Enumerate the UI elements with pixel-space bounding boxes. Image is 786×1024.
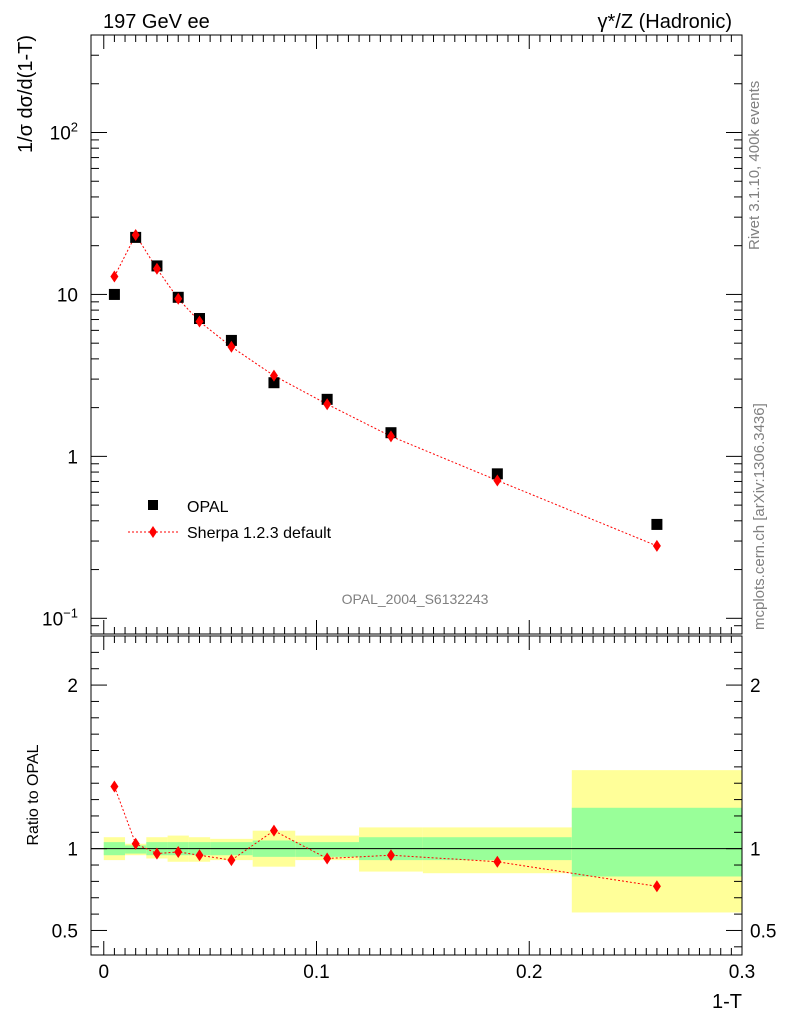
ratio-mc-line	[113, 786, 657, 887]
ratio-y-tick-label-right-0: 0.5	[750, 921, 776, 942]
ratio-y-tick-label-right-1: 1	[750, 840, 761, 861]
ratio-mc-point-1	[131, 837, 140, 850]
ratio-mc-point-0	[110, 780, 119, 793]
ratio-mc-point-10	[652, 880, 661, 893]
main-mc-point-5	[227, 340, 236, 353]
main-mc-line	[113, 233, 658, 547]
legend-entry-data: OPAL	[187, 499, 229, 516]
legend-mc-marker	[149, 526, 157, 538]
main-mc-point-1	[131, 228, 140, 241]
ratio-ylabel: Ratio to OPAL	[25, 744, 42, 845]
x-tick-label-0: 0	[98, 962, 109, 983]
main-mc-point-2	[152, 262, 161, 275]
header-left: 197 GeV ee	[103, 11, 210, 33]
ratio-y-tick-label-right-2: 2	[750, 676, 761, 697]
x-tick-label-2: 0.2	[516, 962, 542, 983]
ratio-mc-point-4	[195, 849, 204, 862]
main-mc-point-10	[652, 539, 661, 552]
mcplots-label: mcplots.cern.ch [arXiv:1306.3436]	[751, 403, 768, 630]
main-data-point-6	[268, 377, 280, 389]
main-panel-frame	[90, 34, 743, 635]
ratio-mc-point-7	[323, 852, 332, 865]
ratio-inner-band-7	[295, 842, 360, 857]
main-mc-point-9	[493, 474, 502, 487]
ratio-panel	[110, 780, 661, 893]
ratio-mc-point-5	[227, 854, 236, 867]
main-data-point-5	[225, 334, 237, 346]
ratio-mc-point-8	[386, 849, 395, 862]
header-right: γ*/Z (Hadronic)	[598, 11, 732, 33]
main-panel	[108, 228, 663, 552]
legend-data-marker	[148, 500, 158, 510]
legend: OPAL Sherpa 1.2.3 default	[128, 499, 332, 542]
axes: 0 0.1 0.2 0.3 10−1 1 10 102 0.5 0.5 1 1 2 2	[42, 34, 776, 983]
ratio-mc-point-9	[493, 855, 502, 868]
main-mc-point-3	[174, 292, 183, 305]
main-mc-point-4	[195, 315, 204, 328]
main-y-tick-label-1: 1	[67, 447, 78, 468]
analysis-watermark: OPAL_2004_S6132243	[342, 591, 489, 607]
main-mc-point-0	[110, 270, 119, 283]
main-ylabel: 1/σ dσ/d(1-T)	[15, 35, 37, 153]
ratio-mc-point-6	[269, 824, 278, 837]
legend-entry-mc: Sherpa 1.2.3 default	[187, 525, 332, 542]
ratio-mc-point-2	[152, 847, 161, 860]
ratio-y-tick-label-left-0: 0.5	[52, 921, 78, 942]
ratio-inner-band-10	[571, 807, 742, 877]
main-data-point-0	[108, 288, 120, 300]
x-tick-label-3: 0.3	[729, 962, 755, 983]
ratio-mc-point-3	[174, 845, 183, 858]
ratio-panel-frame	[90, 635, 743, 956]
rivet-label: Rivet 3.1.10, 400k events	[746, 81, 763, 250]
main-mc-point-8	[386, 430, 395, 443]
main-data-point-10	[651, 518, 663, 530]
ratio-y-tick-label-left-2: 2	[67, 676, 78, 697]
x-tick-label-1: 0.1	[303, 962, 329, 983]
x-axis-label: 1-T	[712, 991, 742, 1013]
main-data-point-9	[491, 468, 503, 480]
main-mc-point-7	[323, 398, 332, 411]
main-mc-point-6	[269, 369, 278, 382]
main-y-tick-label-3: 102	[50, 119, 78, 144]
main-y-tick-label-2: 10	[57, 285, 78, 306]
ratio-uncertainty-bands	[91, 770, 742, 913]
main-y-tick-label-0: 10−1	[42, 605, 78, 630]
ratio-y-tick-label-left-1: 1	[67, 840, 78, 861]
